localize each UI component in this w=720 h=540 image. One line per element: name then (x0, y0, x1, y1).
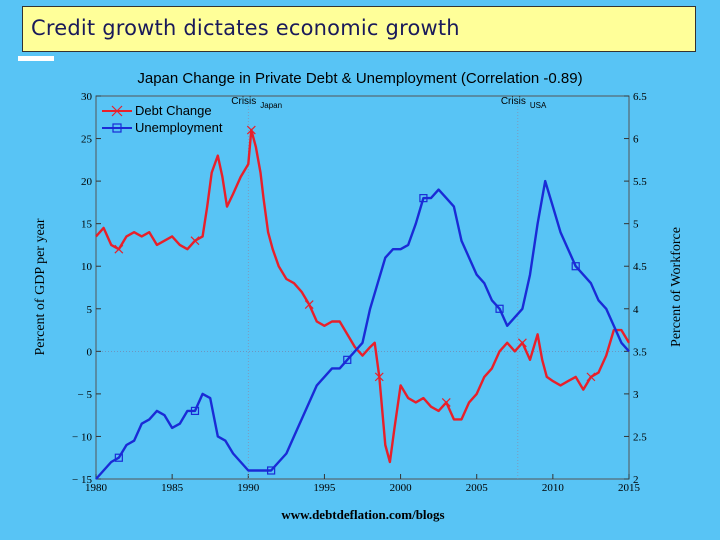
right-tick-label: 5.5 (633, 176, 647, 188)
x-tick-label: 2005 (466, 482, 489, 494)
left-tick-label: 10 (81, 261, 93, 273)
left-tick-label: 20 (81, 176, 93, 188)
crisis-label: Crisis (501, 96, 526, 107)
unemployment-point (343, 355, 352, 364)
debt-change-point (517, 338, 527, 348)
legend-debt-label: Debt Change (135, 103, 212, 118)
crisis-sublabel: USA (530, 101, 547, 110)
debt-change-point (246, 125, 256, 135)
right-axis-ticks: 6.5 6 5.5 5 4.5 4 3.5 3 2.5 2 (624, 91, 647, 486)
right-tick-label: 2 (633, 474, 639, 486)
x-tick-label: 2015 (618, 482, 641, 494)
left-tick-label: 5 (87, 304, 93, 316)
x-tick-label: 2010 (542, 482, 565, 494)
unemployment-point (190, 406, 200, 416)
debt-change-point (114, 244, 124, 254)
right-tick-label: 4.5 (633, 261, 647, 273)
right-tick-label: 3.5 (633, 346, 647, 358)
unemployment-point (114, 453, 123, 462)
debt-change-point (441, 397, 451, 407)
debt-change-point (304, 300, 314, 309)
left-tick-label: 15 (81, 219, 93, 231)
x-tick-label: 2000 (390, 482, 413, 494)
right-tick-label: 2.5 (633, 431, 647, 443)
y-axis-left-label: Percent of GDP per year (33, 218, 48, 355)
debt-change-line (95, 128, 631, 464)
decorative-bar (18, 56, 54, 61)
right-tick-label: 6.5 (633, 91, 647, 103)
crisis-sublabel: Japan (260, 101, 282, 110)
left-tick-label: − 5 (78, 389, 93, 401)
legend: Debt Change Unemployment (102, 103, 223, 135)
left-tick-label: − 15 (72, 474, 92, 486)
x-tick-label: 1990 (237, 482, 260, 494)
debt-change-point (374, 372, 384, 382)
right-tick-label: 6 (633, 134, 639, 146)
unemployment-point (267, 466, 276, 475)
x-tick-label: 1980 (85, 482, 108, 494)
slide-title: Credit growth dictates economic growth (31, 16, 460, 40)
debt-change-point (586, 372, 596, 382)
left-tick-label: 0 (87, 346, 93, 358)
source-label: www.debtdeflation.com/blogs (281, 507, 444, 522)
crisis-label: Crisis (231, 96, 256, 107)
unemployment-point (571, 262, 580, 271)
legend-debt-marker-icon (111, 105, 123, 117)
right-tick-label: 3 (633, 389, 639, 401)
x-tick-label: 1995 (313, 482, 336, 494)
debt-change-point (190, 236, 200, 246)
series-lines (95, 125, 631, 480)
x-axis-ticks: 1980 1985 1990 1995 2000 2005 2010 2015 (85, 474, 641, 494)
legend-unemployment-label: Unemployment (135, 120, 223, 135)
unemployment-line (95, 179, 630, 480)
right-tick-label: 5 (633, 219, 639, 231)
legend-unemployment-marker-icon (112, 123, 122, 133)
left-tick-label: 25 (81, 134, 93, 146)
unemployment-point (419, 194, 428, 203)
x-tick-label: 1985 (161, 482, 184, 494)
crisis-annotations: Crisis Japan Crisis USA (231, 96, 547, 479)
right-tick-label: 4 (633, 304, 639, 316)
left-axis-ticks: 30 25 20 15 10 5 0 − 5 − 10 − 15 (72, 91, 101, 486)
chart-title: Japan Change in Private Debt & Unemploym… (137, 70, 582, 87)
unemployment-point (495, 304, 504, 313)
slide-title-box: Credit growth dictates economic growth (22, 6, 696, 52)
plot-area (95, 95, 630, 480)
y-axis-right-label: Percent of Workforce (669, 227, 684, 347)
left-tick-label: − 10 (72, 431, 92, 443)
left-tick-label: 30 (81, 91, 93, 103)
